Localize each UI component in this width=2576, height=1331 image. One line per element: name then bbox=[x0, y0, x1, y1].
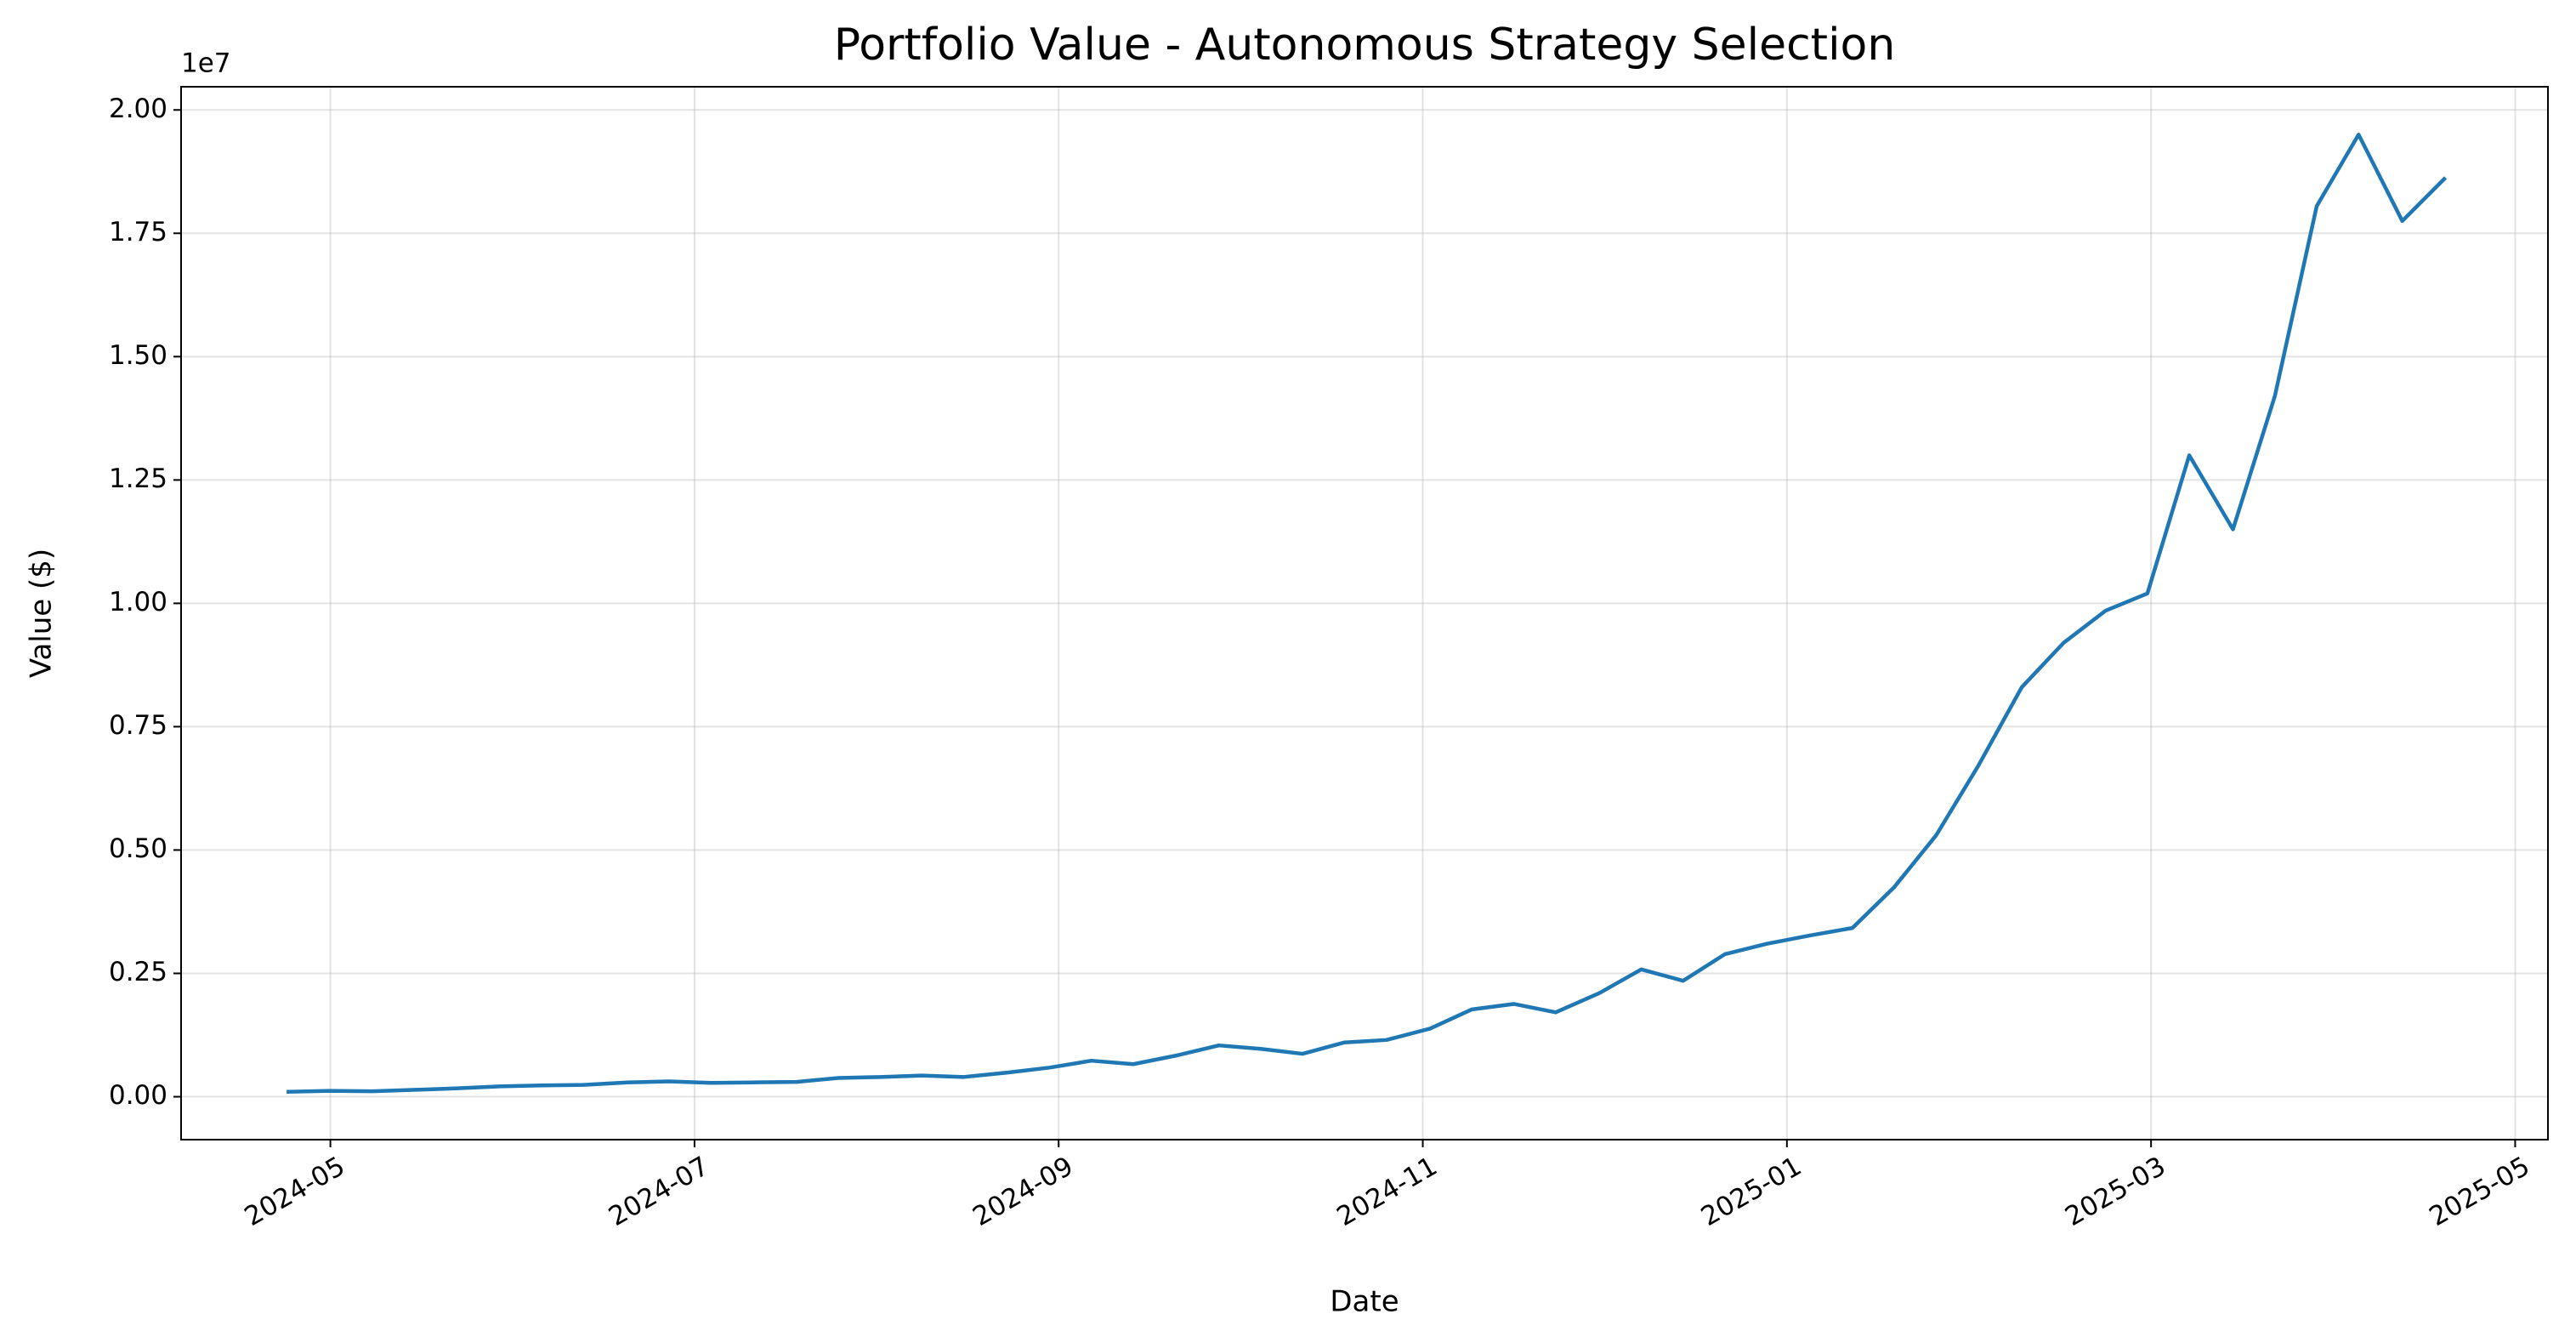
y-tick-label: 0.50 bbox=[109, 833, 167, 864]
y-tick-label: 1.75 bbox=[109, 217, 167, 247]
x-axis-label: Date bbox=[1330, 1285, 1399, 1319]
y-tick-label: 0.75 bbox=[109, 710, 167, 741]
plot-frame bbox=[180, 86, 2549, 1140]
y-tick-label: 1.25 bbox=[109, 464, 167, 494]
y-axis-label: Value ($) bbox=[25, 549, 59, 678]
y-offset-label: 1e7 bbox=[181, 48, 231, 79]
y-tick-label: 1.00 bbox=[109, 587, 167, 617]
y-tick-label: 1.50 bbox=[109, 340, 167, 371]
y-tick-label: 2.00 bbox=[109, 94, 167, 124]
y-tick-label: 0.00 bbox=[109, 1080, 167, 1111]
chart-title: Portfolio Value - Autonomous Strategy Se… bbox=[834, 20, 1896, 71]
data-line bbox=[287, 133, 2448, 1095]
y-tick-label: 0.25 bbox=[109, 957, 167, 987]
